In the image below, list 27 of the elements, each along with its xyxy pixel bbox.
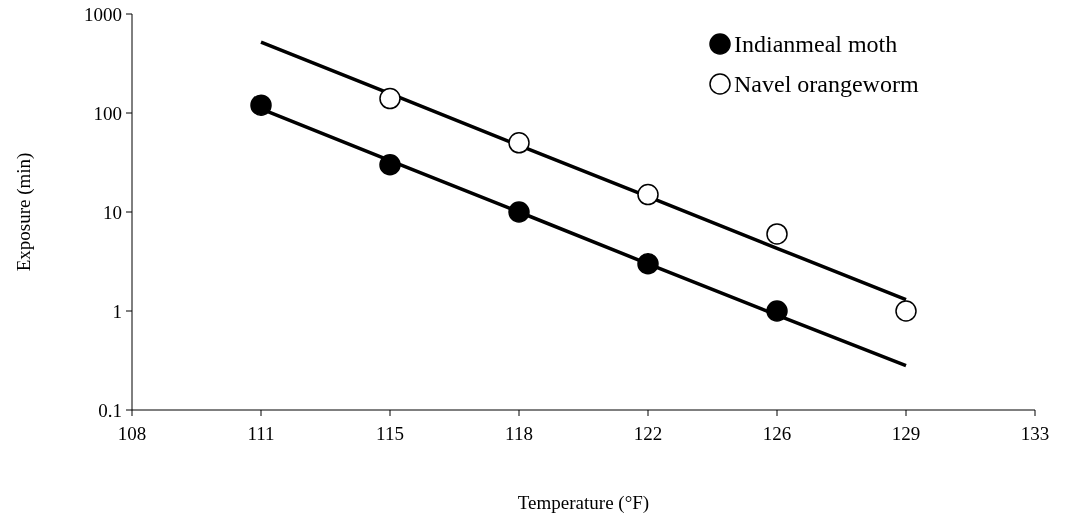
x-tick-label: 122 <box>633 423 663 444</box>
point <box>250 94 272 116</box>
point <box>508 201 530 223</box>
point <box>766 223 788 245</box>
y-tick-label: 0.1 <box>98 399 122 421</box>
x-tick-label: 118 <box>505 423 533 444</box>
x-axis-title: Temperature (°F) <box>517 492 650 514</box>
point <box>508 132 530 154</box>
x-tick-label: 108 <box>117 423 147 444</box>
x-tick-label: 129 <box>891 423 921 444</box>
legend-label: Navel orangeworm <box>734 71 919 98</box>
point <box>379 87 401 110</box>
y-axis-title: Exposure (min) <box>13 152 35 272</box>
y-tick-label: 1000 <box>84 3 122 25</box>
point <box>637 183 659 206</box>
point <box>895 300 917 322</box>
x-tick-label: 111 <box>247 423 275 444</box>
y-tick-label: 100 <box>93 102 122 124</box>
x-tick-label: 133 <box>1020 423 1050 444</box>
x-tick-label: 126 <box>762 423 792 444</box>
legend-label: Indianmeal moth <box>734 31 898 58</box>
y-tick-label: 1 <box>112 300 122 322</box>
y-tick-label: 10 <box>103 201 122 223</box>
point <box>637 253 659 275</box>
x-tick-label: 115 <box>376 423 404 444</box>
point <box>766 300 788 322</box>
point <box>379 154 401 176</box>
